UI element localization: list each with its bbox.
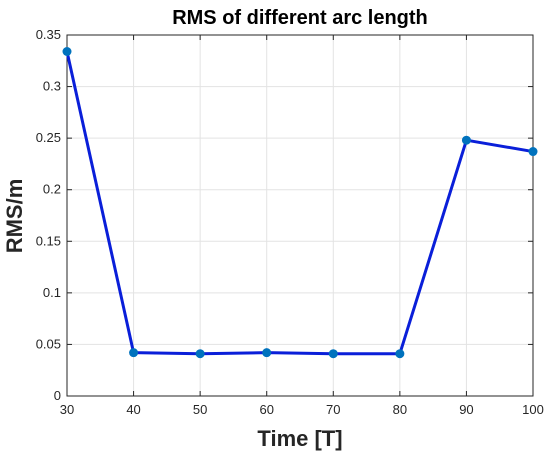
y-tick-label: 0 — [54, 388, 61, 403]
x-axis-label: Time [T] — [257, 426, 342, 451]
plot-background — [67, 35, 533, 396]
chart-title: RMS of different arc length — [172, 7, 428, 29]
data-point — [461, 135, 471, 145]
data-point — [129, 348, 139, 358]
data-point — [395, 349, 405, 359]
grid — [66, 34, 534, 397]
y-tick-label: 0.2 — [43, 182, 61, 197]
axes — [66, 34, 534, 397]
x-tick-label: 40 — [126, 402, 140, 417]
data-point — [195, 349, 205, 359]
series-group — [62, 47, 538, 359]
y-tick-label: 0.05 — [36, 336, 61, 351]
x-tick-label: 70 — [326, 402, 340, 417]
x-tick-label: 90 — [459, 402, 473, 417]
y-tick-label: 0.35 — [36, 27, 61, 42]
data-point — [328, 349, 338, 359]
y-tick-label: 0.1 — [43, 285, 61, 300]
tick-labels: 30 40 50 60 70 80 90 100 0 0.05 0.1 0.15 0.2 0.25 0.3 0… — [36, 27, 544, 417]
series-line — [65, 51, 534, 356]
data-point — [528, 147, 538, 157]
y-tick-label: 0.15 — [36, 233, 61, 248]
plot-frame — [66, 34, 534, 397]
x-tick-label: 80 — [393, 402, 407, 417]
y-axis-label: RMS/m — [2, 179, 27, 254]
x-tick-label: 50 — [193, 402, 207, 417]
x-tick-label: 100 — [522, 402, 544, 417]
data-point — [262, 348, 272, 358]
x-tick-label: 30 — [60, 402, 74, 417]
y-tick-label: 0.3 — [43, 79, 61, 94]
x-tick-label: 60 — [259, 402, 273, 417]
data-point — [62, 47, 72, 57]
y-tick-label: 0.25 — [36, 130, 61, 145]
